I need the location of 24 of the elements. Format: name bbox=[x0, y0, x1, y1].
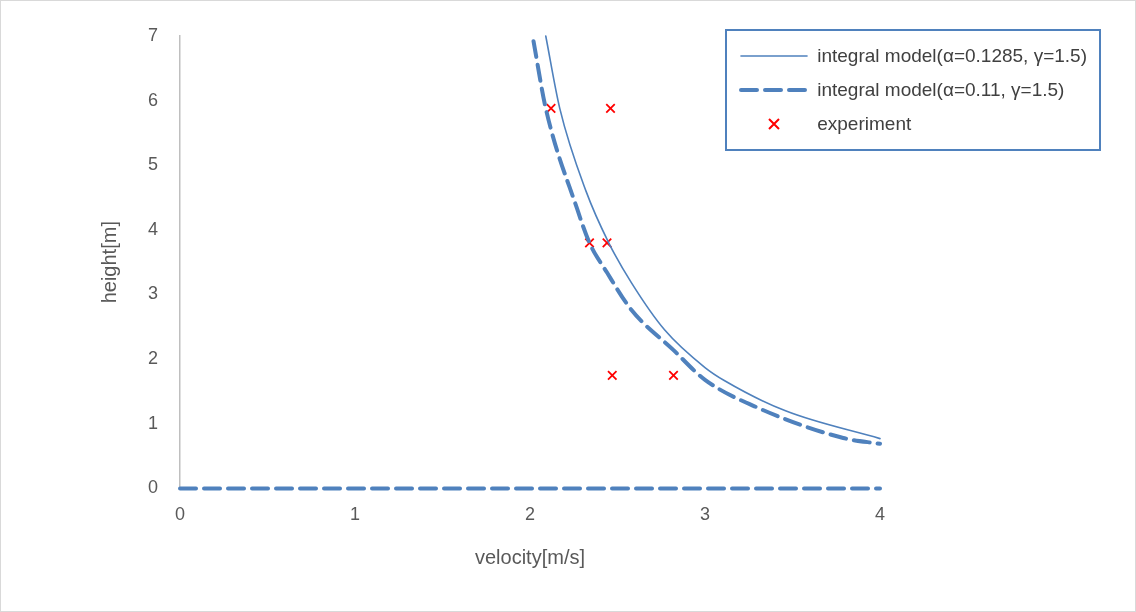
x-tick-label: 0 bbox=[175, 504, 186, 525]
legend-label: integral model(α=0.11, γ=1.5) bbox=[817, 79, 1065, 101]
y-tick-label: 7 bbox=[148, 24, 159, 45]
x-tick-label: 4 bbox=[874, 504, 886, 525]
legend-label: integral model(α=0.1285, γ=1.5) bbox=[817, 45, 1087, 67]
point bbox=[545, 103, 557, 114]
y-tick-label: 3 bbox=[148, 283, 159, 304]
x-tick-label: 3 bbox=[699, 504, 711, 525]
point bbox=[668, 370, 679, 381]
point bbox=[607, 370, 618, 381]
point bbox=[584, 237, 595, 248]
y-tick-label: 1 bbox=[148, 412, 159, 433]
y-tick-label: 5 bbox=[148, 154, 159, 175]
y-tick-label: 4 bbox=[148, 218, 159, 239]
legend-label: experiment bbox=[817, 113, 912, 135]
y-tick-label: 0 bbox=[148, 477, 159, 498]
y-tick-label: 2 bbox=[148, 348, 159, 369]
y-tick-label: 6 bbox=[148, 89, 159, 110]
point bbox=[601, 237, 613, 248]
x-tick-label: 1 bbox=[350, 504, 361, 525]
x-axis-title: velocity[m/s] bbox=[474, 545, 586, 568]
x-tick-label: 2 bbox=[525, 504, 536, 525]
point bbox=[605, 103, 616, 114]
y-axis-title: height[m] bbox=[97, 221, 120, 304]
